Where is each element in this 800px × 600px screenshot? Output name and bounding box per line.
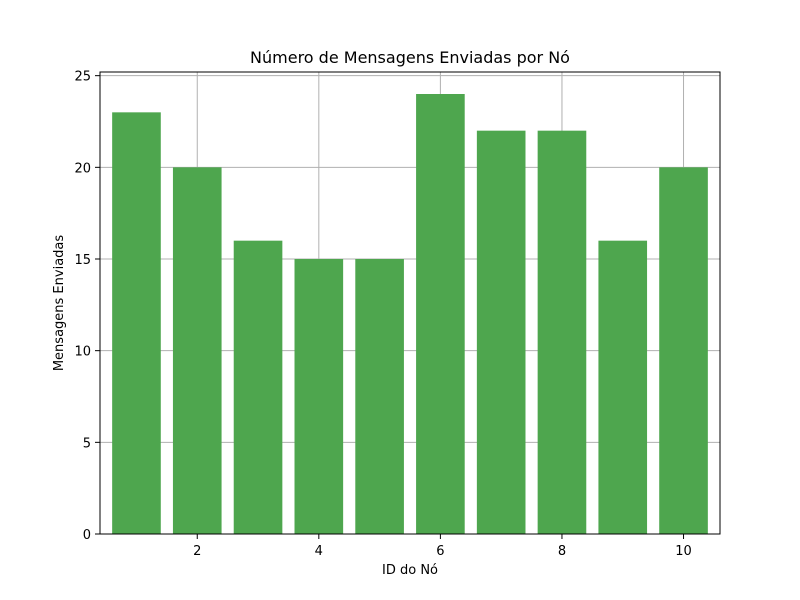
bar-node-5 — [355, 259, 404, 534]
bar-node-4 — [294, 259, 344, 534]
y-tick-label: 20 — [74, 161, 91, 176]
y-tick-label: 10 — [74, 345, 91, 360]
ticks-layer: 2 4 6 8 10 0 5 10 15 20 25 — [74, 70, 691, 559]
chart-title: Número de Mensagens Enviadas por Nó — [250, 48, 570, 67]
x-tick-label: 4 — [315, 544, 323, 559]
bar-node-6 — [416, 94, 465, 534]
y-tick-label: 25 — [74, 70, 91, 85]
x-tick-label: 8 — [558, 544, 566, 559]
bar-node-8 — [537, 130, 587, 534]
bar-node-10 — [659, 167, 708, 535]
y-tick-label: 15 — [74, 253, 91, 268]
bar-node-2 — [172, 167, 222, 535]
plot-frame — [99, 71, 721, 535]
x-tick-label: 10 — [675, 544, 692, 559]
x-tick-label: 6 — [436, 544, 444, 559]
y-axis-label: Mensagens Enviadas — [52, 235, 67, 372]
bar-node-1 — [112, 112, 161, 534]
bar-node-3 — [233, 240, 283, 534]
x-tick-label: 2 — [193, 544, 201, 559]
y-tick-label: 0 — [83, 528, 91, 543]
y-tick-label: 5 — [83, 436, 91, 451]
x-axis-label: ID do Nó — [382, 563, 438, 578]
bar-node-7 — [476, 130, 526, 534]
bar-node-9 — [598, 240, 648, 534]
bars-layer — [112, 94, 708, 535]
